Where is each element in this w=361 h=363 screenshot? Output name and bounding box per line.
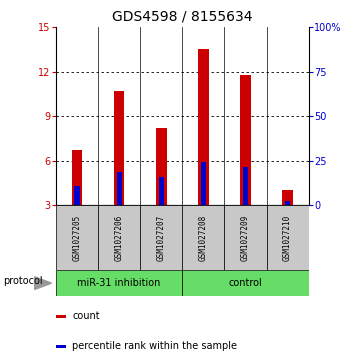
Bar (117, 172, 122, 205)
Bar (56, 270, 182, 296)
Text: GSM1027205: GSM1027205 (73, 215, 82, 261)
Text: GSM1027206: GSM1027206 (115, 215, 123, 261)
Bar (243, 167, 248, 205)
Bar (201, 162, 206, 205)
Bar (182, 205, 225, 270)
Text: GSM1027210: GSM1027210 (283, 215, 292, 261)
Text: control: control (229, 278, 262, 288)
Bar (156, 128, 166, 205)
Text: protocol: protocol (3, 276, 43, 286)
Bar (266, 205, 309, 270)
Bar (114, 91, 125, 205)
Bar (56, 315, 66, 318)
Text: GSM1027208: GSM1027208 (199, 215, 208, 261)
Bar (285, 201, 290, 205)
Text: count: count (72, 311, 100, 321)
Title: GDS4598 / 8155634: GDS4598 / 8155634 (112, 9, 253, 23)
Bar (198, 49, 209, 205)
Bar (56, 205, 98, 270)
Text: percentile rank within the sample: percentile rank within the sample (72, 341, 238, 351)
Bar (240, 75, 251, 205)
Text: miR-31 inhibition: miR-31 inhibition (78, 278, 161, 288)
Bar (98, 205, 140, 270)
Bar (74, 186, 79, 205)
Text: GSM1027209: GSM1027209 (241, 215, 250, 261)
Polygon shape (35, 277, 52, 290)
Bar (140, 205, 182, 270)
Bar (56, 345, 66, 347)
Text: GSM1027207: GSM1027207 (157, 215, 166, 261)
Bar (225, 205, 266, 270)
Bar (72, 150, 82, 205)
Bar (282, 190, 293, 205)
Bar (182, 270, 309, 296)
Bar (159, 177, 164, 205)
